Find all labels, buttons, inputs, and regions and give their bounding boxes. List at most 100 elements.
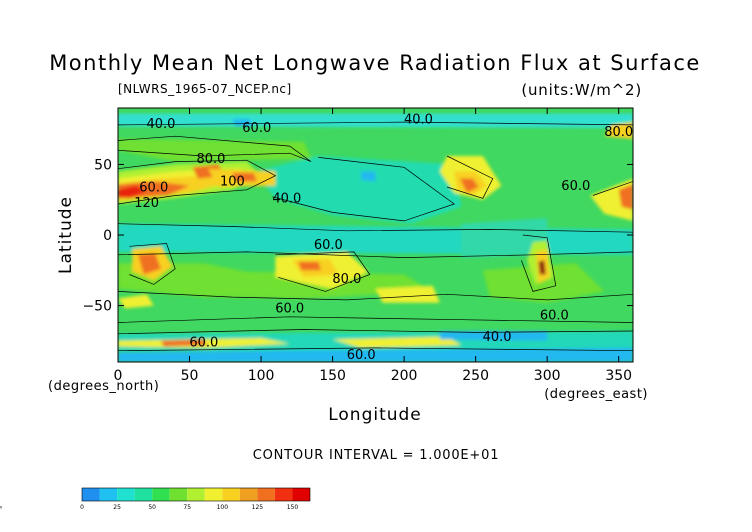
contour-line-10	[521, 234, 557, 292]
contour-label-12: 60.0	[275, 302, 304, 317]
heatmap-region-36	[232, 119, 253, 127]
colorbar-tick-label-6: 150	[287, 504, 299, 511]
colorbar-swatch-1	[99, 488, 118, 501]
contour-label-5: 100	[220, 175, 245, 190]
colorbar-frame	[81, 487, 311, 502]
contour-line-11	[592, 181, 633, 196]
colorbar-tick-label-1: 25	[113, 504, 121, 511]
colorbar-swatch-7	[204, 488, 223, 501]
heatmap-region-32	[538, 260, 546, 275]
contour-label-7: 60.0	[561, 179, 590, 194]
colorbar-tick-label-5: 125	[252, 504, 264, 511]
colorbar-swatch-12	[292, 488, 310, 501]
file-subtitle: [NLWRS_1965-07_NCEP.nc]	[118, 82, 292, 96]
colorbar-swatch-3	[134, 488, 153, 501]
colorbar-tick-label-7: ∞	[0, 504, 3, 511]
heatmap-area: 40.0 60.040.080.060.0 10012060.080.040.060…	[118, 108, 633, 363]
x-tick-label-2: 100	[248, 368, 275, 384]
contour-line-6	[118, 316, 633, 323]
y-axis-label: Latitude	[56, 196, 76, 274]
contour-label-0: 40.0	[146, 117, 175, 132]
units-label: (units:W/m^2)	[521, 81, 642, 99]
contour-lines	[118, 121, 633, 352]
heatmap-region-2	[461, 218, 548, 258]
colorbar-tick-label-4: 100	[217, 504, 229, 511]
heatmap-region-27	[298, 261, 322, 271]
heatmap-region-35	[160, 339, 207, 347]
heatmap-region-38	[439, 331, 548, 341]
contour-line-1	[118, 135, 312, 162]
x-tick-label-7: 350	[605, 368, 632, 384]
x-axis-ticks: 0 50 100 150 200 250 300 350	[114, 108, 632, 384]
y-tick-label-0: 50	[94, 157, 112, 173]
contour-labels: 40.0 60.040.080.060.0 10012060.080.040.060…	[134, 113, 633, 363]
colorbar-swatch-2	[117, 488, 135, 501]
colorbar-swatch-6	[187, 488, 205, 501]
heatmap-region-1	[253, 156, 462, 224]
contour-label-11: 80.0	[332, 272, 361, 287]
contour-label-3: 80.0	[197, 152, 226, 167]
colorbar-swatch-4	[152, 488, 170, 501]
contour-label-16: 60.0	[347, 348, 376, 363]
heatmap-blobs	[118, 113, 633, 362]
contour-line-12	[118, 121, 633, 126]
colorbar-swatch-0	[82, 488, 100, 501]
contour-line-4	[118, 251, 633, 258]
contour-line-8	[446, 155, 494, 199]
contour-line-13	[118, 347, 633, 352]
x-tick-label-4: 200	[391, 368, 418, 384]
contour-label-4: 60.0	[139, 180, 168, 195]
heatmap-region-6	[118, 139, 312, 162]
colorbar-swatch-11	[274, 488, 293, 501]
heatmap-region-22	[604, 122, 633, 139]
contour-line-3	[118, 223, 633, 233]
x-tick-label-5: 250	[462, 368, 489, 384]
x-axis-units: (degrees_east)	[544, 387, 648, 402]
colorbar-tick-label-3: 75	[183, 504, 191, 511]
contour-label-2: 40.0	[404, 113, 433, 128]
contour-line-5	[118, 291, 633, 301]
heatmap-region-29	[118, 294, 154, 309]
contour-label-9: 40.0	[272, 192, 301, 207]
contour-line-9	[275, 251, 371, 292]
contour-label-8: 80.0	[604, 125, 633, 140]
heatmap-region-28	[375, 285, 440, 303]
colorbar: 0 25 50 75 100 125 150 ∞	[0, 487, 311, 511]
x-tick-label-3: 150	[319, 368, 346, 384]
contour-line-14	[129, 243, 176, 285]
y-tick-label-1: 0	[103, 228, 112, 244]
y-axis-units: (degrees_north)	[48, 379, 159, 394]
colorbar-swatch-5	[169, 488, 188, 501]
colorbar-swatch-9	[239, 488, 258, 501]
contour-label-13: 60.0	[540, 309, 569, 324]
contour-interval-note: CONTOUR INTERVAL = 1.000E+01	[253, 448, 500, 463]
heatmap-region-8	[482, 263, 605, 303]
x-axis-label: Longitude	[328, 405, 422, 425]
contour-label-15: 40.0	[483, 330, 512, 345]
heatmap-region-37	[361, 171, 376, 182]
contour-line-2	[272, 157, 455, 222]
colorbar-tick-label-2: 50	[148, 504, 156, 511]
heatmap-region-24	[138, 253, 161, 275]
contour-label-14: 60.0	[189, 335, 218, 350]
heatmap-region-19	[459, 178, 479, 193]
heatmap-region-16	[232, 172, 257, 182]
x-tick-label-0: 0	[114, 368, 123, 384]
x-tick-label-1: 50	[181, 368, 199, 384]
y-tick-label-2: −50	[82, 299, 112, 315]
heatmap-region-21	[618, 184, 633, 210]
heatmap-region-34	[332, 336, 462, 348]
contour-line-7	[118, 329, 633, 335]
chart-title: Monthly Mean Net Longwave Radiation Flux…	[49, 51, 701, 75]
contour-label-1: 60.0	[242, 121, 271, 136]
heatmap-region-7	[118, 263, 433, 299]
heatmap-region-5	[118, 113, 633, 128]
y-axis-ticks: 50 0 −50	[82, 157, 633, 315]
colorbar-tick-label-0: 0	[80, 504, 84, 511]
colorbar-swatch-8	[222, 488, 240, 501]
colorbar-swatch-10	[257, 488, 275, 501]
contour-label-10: 60.0	[314, 238, 343, 253]
contour-label-6: 120	[134, 196, 159, 211]
contour-line-0	[118, 159, 277, 205]
